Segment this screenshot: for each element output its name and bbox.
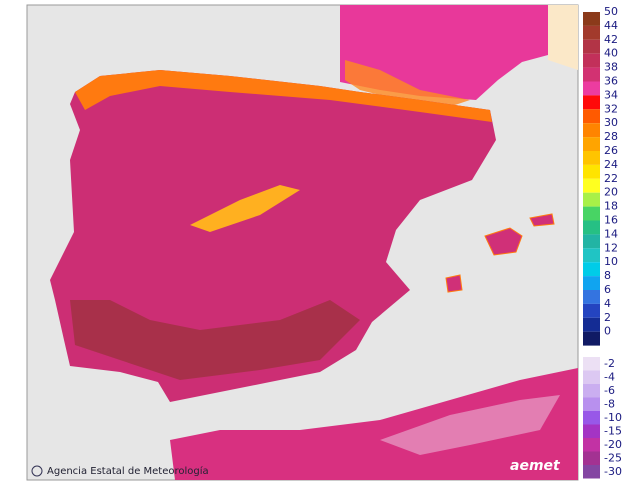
iberia (50, 70, 496, 402)
legend-swatch (583, 303, 600, 318)
legend-label: 38 (604, 61, 618, 74)
legend-swatch (583, 109, 600, 124)
legend-label: 26 (604, 144, 618, 157)
legend-swatch (583, 234, 600, 249)
legend-label: 22 (604, 172, 618, 185)
legend-swatch (583, 331, 600, 346)
legend-label: 2 (604, 311, 611, 324)
legend-label: -20 (604, 438, 622, 451)
no-data-area (548, 5, 578, 70)
legend-swatch (583, 151, 600, 165)
legend-swatch (583, 39, 600, 54)
legend-swatch (583, 397, 600, 411)
legend-label: -8 (604, 397, 615, 410)
legend-label: 10 (604, 255, 618, 268)
legend-label: 28 (604, 130, 618, 143)
legend-label: 36 (604, 75, 618, 88)
legend: 5044424038363432302826242220181614121086… (583, 5, 622, 479)
legend-label: 4 (604, 297, 611, 310)
copyright-icon (31, 465, 43, 477)
legend-swatch (583, 370, 600, 384)
legend-swatch (583, 81, 600, 96)
legend-label: 32 (604, 102, 618, 115)
legend-swatch (583, 290, 600, 304)
legend-swatch (583, 67, 600, 82)
legend-swatch (583, 465, 600, 479)
legend-swatch (583, 206, 600, 221)
atlas-cool (380, 395, 560, 455)
legend-label: 20 (604, 186, 618, 199)
legend-label: -10 (604, 411, 622, 424)
legend-label: -25 (604, 451, 622, 464)
mallorca (484, 227, 523, 256)
legend-swatch (583, 123, 600, 138)
legend-swatch (583, 276, 600, 290)
legend-label: 16 (604, 214, 618, 227)
north-coast (75, 70, 492, 122)
legend-swatch (583, 438, 600, 452)
legend-swatch (583, 25, 600, 40)
legend-label: 18 (604, 200, 618, 213)
legend-swatch (583, 262, 600, 277)
legend-label: 0 (604, 325, 611, 338)
logo: aemet (510, 458, 561, 474)
legend-label: 40 (604, 47, 618, 60)
legend-swatch (583, 411, 600, 425)
legend-swatch (583, 220, 600, 235)
legend-label: -15 (604, 424, 622, 437)
central-range (190, 185, 300, 232)
north-africa (170, 368, 578, 480)
legend-label: 34 (604, 88, 618, 101)
legend-label: -6 (604, 384, 615, 397)
legend-swatch (583, 12, 600, 26)
legend-swatch (583, 384, 600, 398)
legend-swatch (583, 424, 600, 438)
legend-swatch (583, 178, 600, 193)
legend-swatch (583, 53, 600, 68)
legend-label: 14 (604, 227, 618, 240)
legend-label: 42 (604, 33, 618, 46)
legend-label: 24 (604, 158, 618, 171)
legend-swatch (583, 317, 600, 332)
menorca (529, 213, 555, 227)
legend-swatch (583, 192, 600, 207)
legend-label: 30 (604, 116, 618, 129)
legend-label: -4 (604, 370, 615, 383)
legend-swatch (583, 137, 600, 151)
legend-label: 50 (604, 5, 618, 18)
legend-swatch (583, 451, 600, 465)
legend-swatch (583, 164, 600, 179)
legend-label: 44 (604, 19, 618, 32)
southwest-hot (70, 300, 360, 380)
legend-label: 12 (604, 241, 618, 254)
legend-label: 6 (604, 283, 611, 296)
legend-swatch (583, 95, 600, 110)
legend-label: -30 (604, 465, 622, 478)
pyrenees-cool (345, 60, 470, 110)
legend-swatch (583, 248, 600, 263)
ibiza (445, 274, 463, 293)
legend-swatch (583, 357, 600, 371)
legend-label: 8 (604, 269, 611, 282)
legend-label: -2 (604, 357, 615, 370)
agency-name: Agencia Estatal de Meteorología (47, 465, 209, 477)
